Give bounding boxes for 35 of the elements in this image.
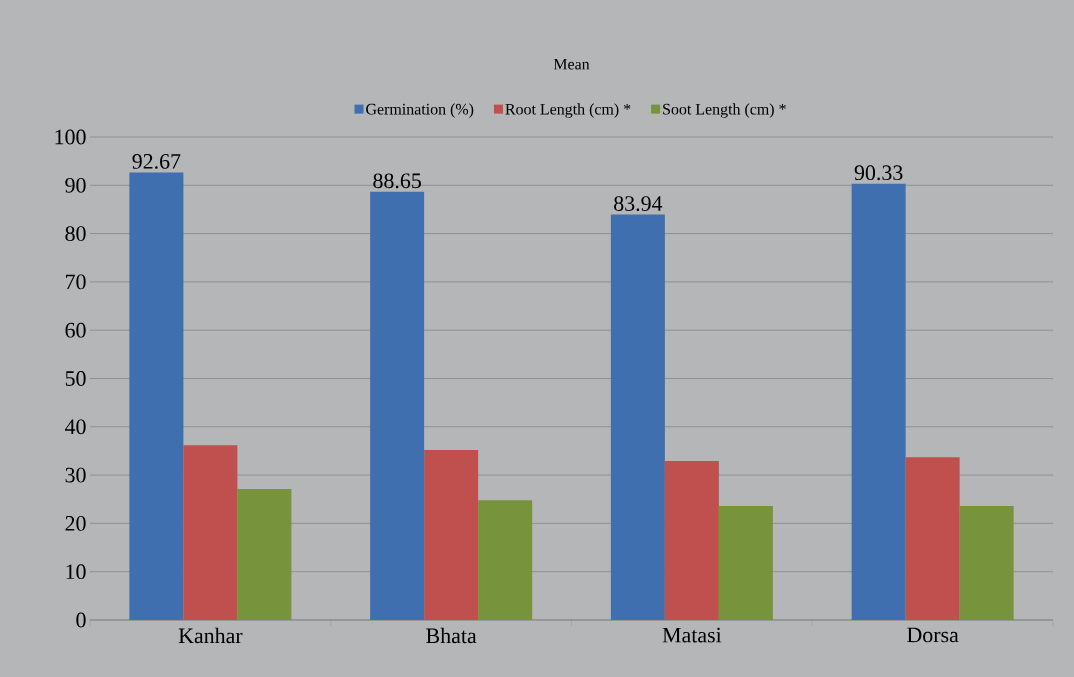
- x-tick-label: Kanhar: [178, 627, 243, 644]
- bar: [183, 445, 238, 620]
- y-tick-label: 60: [65, 322, 86, 338]
- bar: [370, 191, 425, 620]
- bar: [610, 214, 665, 620]
- x-tick-label: Matasi: [662, 627, 722, 643]
- chart-title: Mean: [553, 58, 590, 70]
- y-tick-label: 20: [65, 515, 86, 531]
- bar: [237, 489, 292, 620]
- x-tick-label: Bhata: [426, 627, 477, 644]
- bar: [478, 500, 533, 620]
- y-tick-label: 90: [65, 177, 86, 193]
- y-tick-label: 40: [64, 419, 86, 435]
- bar: [959, 506, 1014, 620]
- legend-label: Root Length (cm) *: [505, 103, 631, 118]
- y-tick-label: 100: [55, 129, 86, 145]
- bar: [718, 506, 773, 620]
- data-label: 83.94: [614, 196, 663, 212]
- bar: [129, 172, 184, 620]
- y-tick-label: 30: [65, 467, 86, 483]
- y-tick-label: 10: [66, 564, 86, 580]
- legend-label: Soot Length (cm) *: [663, 103, 786, 118]
- y-tick-label: 0: [76, 612, 86, 628]
- data-label: 90.33: [854, 165, 903, 181]
- y-tick-label: 80: [65, 226, 86, 241]
- data-label: 92.67: [132, 154, 181, 169]
- bar: [905, 457, 960, 620]
- bar: [664, 461, 719, 620]
- y-tick-label: 70: [66, 274, 86, 290]
- bar: [851, 183, 906, 620]
- data-label: 88.65: [373, 173, 421, 189]
- legend-label: Germination (%): [366, 103, 474, 118]
- x-tick-label: Dorsa: [907, 627, 959, 643]
- bar: [424, 449, 479, 620]
- y-tick-label: 50: [65, 371, 86, 386]
